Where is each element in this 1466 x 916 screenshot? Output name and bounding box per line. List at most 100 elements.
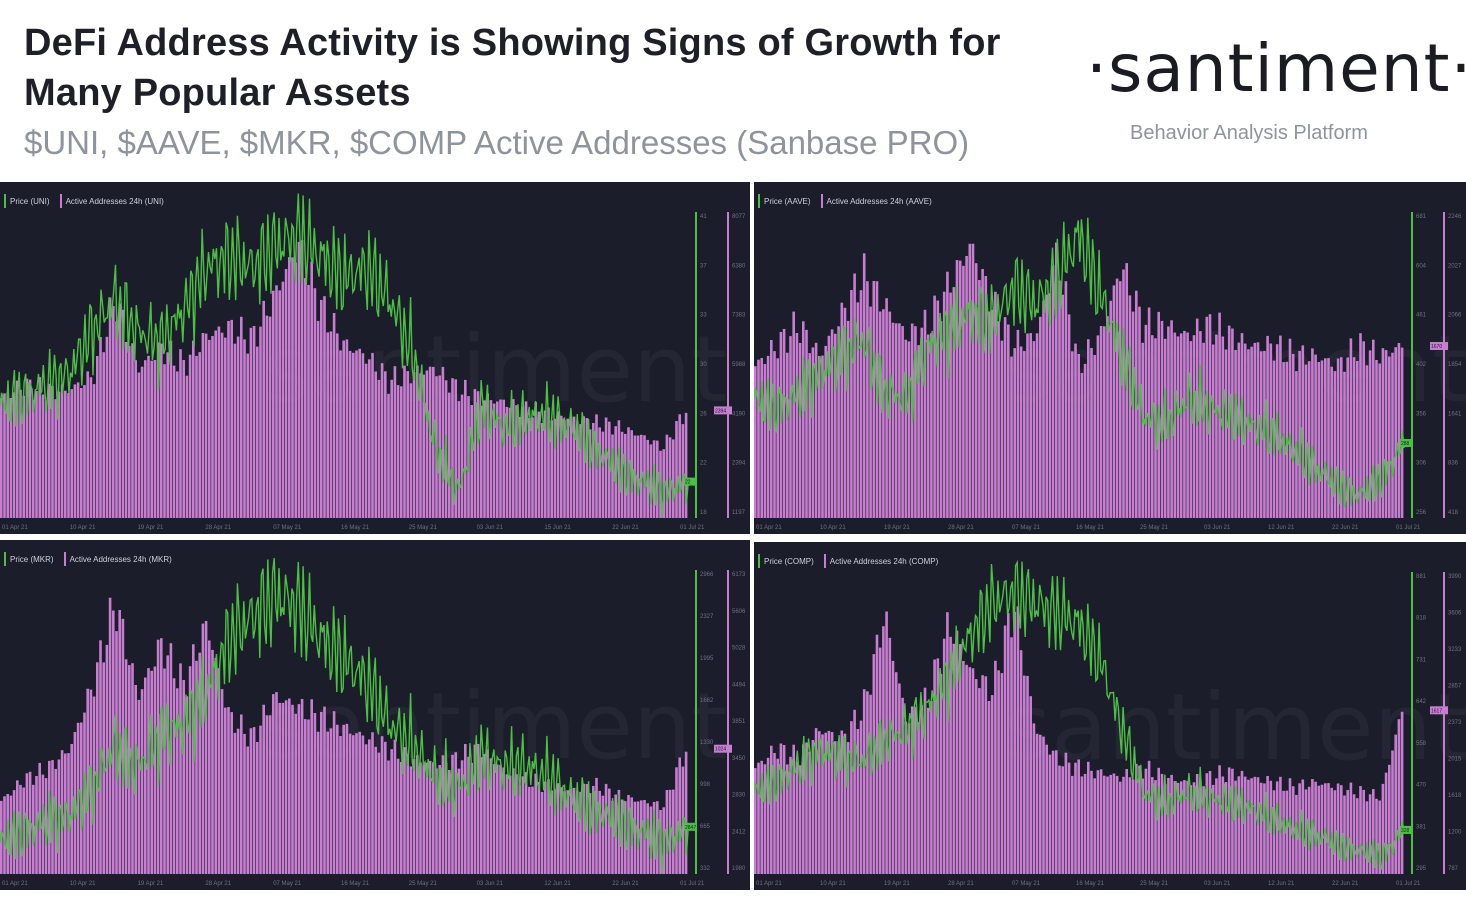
aa-axis-label: 3233 bbox=[1448, 647, 1462, 653]
active-addresses-bar bbox=[665, 434, 669, 518]
active-addresses-bar bbox=[1243, 776, 1247, 874]
legend-item-price[interactable]: Price (COMP) bbox=[758, 554, 814, 568]
aa-current-value: 1617 bbox=[1431, 708, 1442, 714]
active-addresses-bar bbox=[528, 418, 531, 518]
legend-item-active-addresses[interactable]: Active Addresses 24h (MKR) bbox=[63, 552, 172, 566]
price-axis-label: 26 bbox=[700, 411, 707, 417]
active-addresses-bar bbox=[32, 399, 35, 518]
active-addresses-bar bbox=[364, 744, 368, 874]
x-tick-label: 19 Apr 21 bbox=[138, 525, 164, 531]
active-addresses-bar bbox=[643, 435, 646, 518]
chart-panel-mkr: Price (MKR)Active Addresses 24h (MKR)san… bbox=[0, 540, 750, 890]
active-addresses-bar bbox=[875, 634, 879, 874]
active-addresses-bar bbox=[1026, 675, 1029, 874]
active-addresses-bar bbox=[211, 336, 214, 518]
active-addresses-bar bbox=[1327, 783, 1330, 874]
active-addresses-bar bbox=[1067, 314, 1071, 518]
x-tick-label: 10 Apr 21 bbox=[820, 525, 846, 531]
active-addresses-bar bbox=[1298, 350, 1301, 518]
active-addresses-bar bbox=[102, 352, 105, 518]
active-addresses-bar bbox=[598, 427, 601, 518]
legend-item-active-addresses[interactable]: Active Addresses 24h (AAVE) bbox=[820, 194, 932, 208]
active-addresses-bar bbox=[814, 728, 818, 874]
active-addresses-bar bbox=[358, 348, 361, 518]
active-addresses-bar bbox=[1045, 744, 1048, 874]
active-addresses-bar bbox=[137, 699, 141, 874]
active-addresses-bar bbox=[1119, 781, 1122, 874]
active-addresses-bar bbox=[853, 709, 856, 874]
active-addresses-bar bbox=[981, 269, 984, 518]
active-addresses-bar bbox=[1202, 342, 1205, 518]
active-addresses-bar bbox=[547, 407, 550, 518]
active-addresses-bar bbox=[789, 756, 792, 874]
legend-item-price[interactable]: Price (UNI) bbox=[4, 194, 50, 208]
active-addresses-bar bbox=[1397, 343, 1401, 518]
active-addresses-bar bbox=[1016, 606, 1020, 874]
price-current-value: 328 bbox=[1401, 828, 1410, 834]
active-addresses-bar bbox=[547, 779, 550, 874]
active-addresses-bar bbox=[1010, 637, 1013, 874]
active-addresses-bar bbox=[1135, 763, 1138, 874]
active-addresses-bar bbox=[489, 400, 493, 518]
active-addresses-bar bbox=[89, 377, 93, 518]
active-addresses-bar bbox=[112, 306, 115, 518]
active-addresses-bar bbox=[1307, 786, 1311, 874]
active-addresses-bar bbox=[617, 420, 621, 518]
active-addresses-bar bbox=[508, 407, 512, 518]
active-addresses-bar bbox=[28, 379, 32, 518]
price-axis-label: 37 bbox=[700, 263, 707, 269]
active-addresses-bar bbox=[320, 711, 323, 874]
active-addresses-bar bbox=[220, 332, 224, 518]
active-addresses-bar bbox=[19, 389, 22, 518]
active-addresses-bar bbox=[57, 391, 61, 518]
chart-svg: 01 Apr 21 10 Apr 21 19 Apr 21 28 Apr 21 07 M… bbox=[754, 559, 1462, 887]
active-addresses-bar bbox=[939, 674, 943, 874]
active-addresses-bar bbox=[188, 354, 192, 518]
active-addresses-bar bbox=[1167, 778, 1170, 874]
legend-item-active-addresses[interactable]: Active Addresses 24h (COMP) bbox=[823, 554, 938, 568]
active-addresses-bar bbox=[1320, 784, 1324, 874]
active-addresses-bar bbox=[633, 435, 637, 518]
active-addresses-bar bbox=[1195, 774, 1199, 874]
active-addresses-bar bbox=[763, 364, 767, 518]
price-axis-label: 461 bbox=[1416, 313, 1427, 319]
active-addresses-bar bbox=[396, 758, 400, 874]
price-axis-label: 295 bbox=[1416, 866, 1427, 872]
active-addresses-bar bbox=[1327, 358, 1330, 518]
active-addresses-bar bbox=[955, 630, 959, 874]
x-tick-label: 15 Jun 21 bbox=[544, 525, 571, 531]
aa-axis-label: 5028 bbox=[732, 646, 746, 652]
aa-axis-label: 8077 bbox=[732, 214, 746, 220]
active-addresses-bar bbox=[1154, 780, 1157, 874]
price-axis-label: 41 bbox=[700, 214, 707, 220]
active-addresses-bar bbox=[1186, 332, 1189, 518]
active-addresses-bar bbox=[281, 281, 285, 518]
active-addresses-bar bbox=[44, 401, 48, 518]
active-addresses-bar bbox=[83, 385, 86, 518]
legend-item-price[interactable]: Price (MKR) bbox=[4, 552, 54, 566]
active-addresses-bar bbox=[409, 766, 413, 874]
active-addresses-bar bbox=[997, 321, 1000, 518]
legend-item-active-addresses[interactable]: Active Addresses 24h (UNI) bbox=[59, 194, 164, 208]
active-addresses-bar bbox=[566, 418, 569, 518]
active-addresses-bar bbox=[821, 355, 824, 518]
active-addresses-bar bbox=[323, 296, 326, 518]
active-addresses-bar bbox=[926, 707, 930, 874]
active-addresses-bar bbox=[268, 316, 272, 518]
active-addresses-bar bbox=[1250, 346, 1253, 518]
active-addresses-bar bbox=[451, 378, 454, 518]
active-addresses-bar bbox=[1301, 345, 1305, 518]
active-addresses-bar bbox=[1074, 343, 1077, 518]
active-addresses-bar bbox=[172, 678, 176, 874]
active-addresses-bar bbox=[499, 399, 502, 518]
active-addresses-bar bbox=[1202, 786, 1205, 874]
active-addresses-bar bbox=[885, 298, 888, 518]
active-addresses-bar bbox=[1173, 332, 1177, 518]
aa-axis-label: 1200 bbox=[1448, 830, 1462, 836]
active-addresses-bar bbox=[393, 739, 397, 874]
active-addresses-bar bbox=[563, 791, 566, 874]
active-addresses-bar bbox=[1093, 355, 1096, 518]
legend-item-price[interactable]: Price (AAVE) bbox=[758, 194, 811, 208]
active-addresses-bar bbox=[987, 311, 991, 518]
active-addresses-bar bbox=[1183, 330, 1186, 518]
